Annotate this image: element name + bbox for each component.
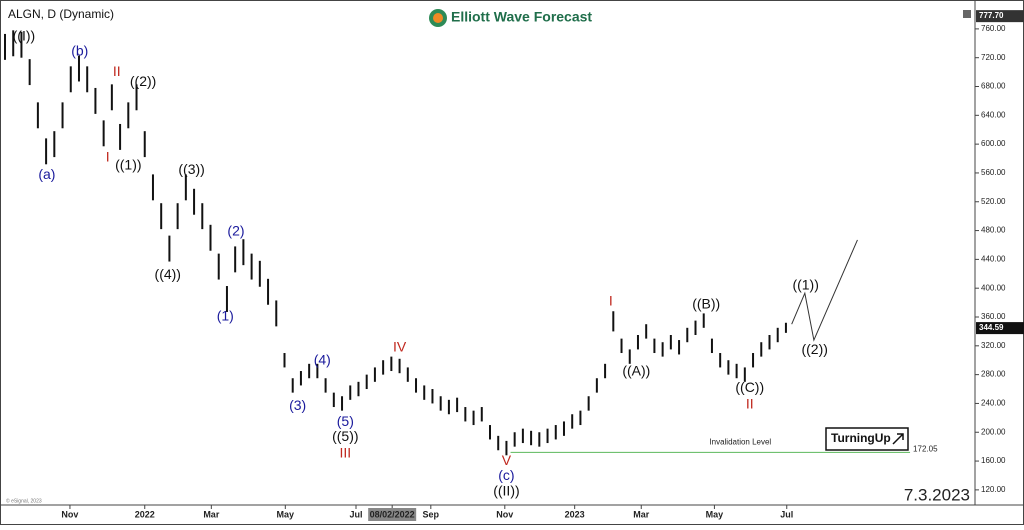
wave-label: ((1)) <box>115 156 141 172</box>
invalidation-label: Invalidation Level <box>709 437 771 446</box>
wave-label: ((2)) <box>801 341 827 357</box>
x-tick-label: May <box>277 509 295 519</box>
x-tick-label: Nov <box>61 509 78 519</box>
y-tick-label: 120.00 <box>981 485 1006 494</box>
x-tick-label: Mar <box>203 509 220 519</box>
x-tick-label: 2022 <box>135 509 155 519</box>
y-tick-label: 320.00 <box>981 341 1006 350</box>
badge-arrow <box>892 433 904 445</box>
x-tick-label: Jul <box>780 509 793 519</box>
logo-icon <box>433 13 443 23</box>
y-tick-label: 480.00 <box>981 226 1006 235</box>
y-tick-label: 560.00 <box>981 168 1006 177</box>
wave-label: II <box>746 396 754 412</box>
wave-label: IV <box>393 339 407 355</box>
logo: Elliott Wave Forecast <box>429 9 592 27</box>
y-tick-label: 600.00 <box>981 139 1006 148</box>
wave-label: (b) <box>71 43 88 59</box>
wave-label: ((I)) <box>13 28 36 44</box>
wave-label: (4) <box>314 352 331 368</box>
y-tick-label: 640.00 <box>981 110 1006 119</box>
invalidation-value: 172.05 <box>913 444 938 453</box>
wave-label: (a) <box>38 166 55 182</box>
wave-label: ((4)) <box>155 266 181 282</box>
wave-label: ((1)) <box>792 277 818 293</box>
y-tick-label: 160.00 <box>981 456 1006 465</box>
wave-label: ((C)) <box>735 379 764 395</box>
x-tick-label: Nov <box>496 509 513 519</box>
price-tag <box>976 10 1024 23</box>
wave-label: ((5)) <box>332 428 358 444</box>
wave-label: ((2)) <box>130 73 156 89</box>
logo-text: Elliott Wave Forecast <box>451 9 592 25</box>
y-tick-label: 400.00 <box>981 283 1006 292</box>
y-tick-label: 280.00 <box>981 370 1006 379</box>
x-tick-label: Mar <box>633 509 650 519</box>
badge-box <box>825 427 909 451</box>
wave-label: I <box>609 293 613 309</box>
y-tick-label: 680.00 <box>981 82 1006 91</box>
copyright: © eSignal, 2023 <box>6 497 42 504</box>
wave-label: (1) <box>217 308 234 324</box>
wave-label: ((A)) <box>622 362 650 378</box>
wave-label: I <box>106 149 110 165</box>
chart-title: ALGN, D (Dynamic) <box>8 7 114 21</box>
wave-label: ((II)) <box>493 483 519 499</box>
wave-label: II <box>113 63 121 79</box>
y-tick-label: 240.00 <box>981 399 1006 408</box>
badge-text: TurningUp <box>831 431 891 445</box>
wave-label: (c) <box>498 467 514 483</box>
y-tick-label: 760.00 <box>981 24 1006 33</box>
price-tag <box>976 322 1024 335</box>
projection-path <box>791 239 858 342</box>
wave-label: (2) <box>227 223 244 239</box>
x-tick-label: Jul <box>350 509 363 519</box>
price-tag-label: 344.59 <box>979 323 1004 332</box>
y-tick-label: 200.00 <box>981 427 1006 436</box>
x-tick-label: 08/02/2022 <box>370 509 415 519</box>
wave-label: ((3)) <box>178 161 204 177</box>
wave-label: (5) <box>337 413 354 429</box>
x-tick-highlight <box>368 508 417 521</box>
settings-icon[interactable] <box>963 10 971 18</box>
y-tick-label: 520.00 <box>981 197 1006 206</box>
y-tick-label: 440.00 <box>981 254 1006 263</box>
wave-label: III <box>339 445 351 461</box>
y-tick-label: 720.00 <box>981 53 1006 62</box>
badge: TurningUp <box>825 427 909 451</box>
price-tag-label: 777.70 <box>979 11 1004 20</box>
x-tick-label: May <box>706 509 724 519</box>
wave-label: V <box>502 452 512 468</box>
x-tick-label: 2023 <box>565 509 585 519</box>
date-stamp: 7.3.2023 <box>904 485 970 504</box>
y-tick-label: 360.00 <box>981 312 1006 321</box>
wave-label: (3) <box>289 397 306 413</box>
x-tick-label: Sep <box>423 509 440 519</box>
wave-label: ((B)) <box>692 295 720 311</box>
